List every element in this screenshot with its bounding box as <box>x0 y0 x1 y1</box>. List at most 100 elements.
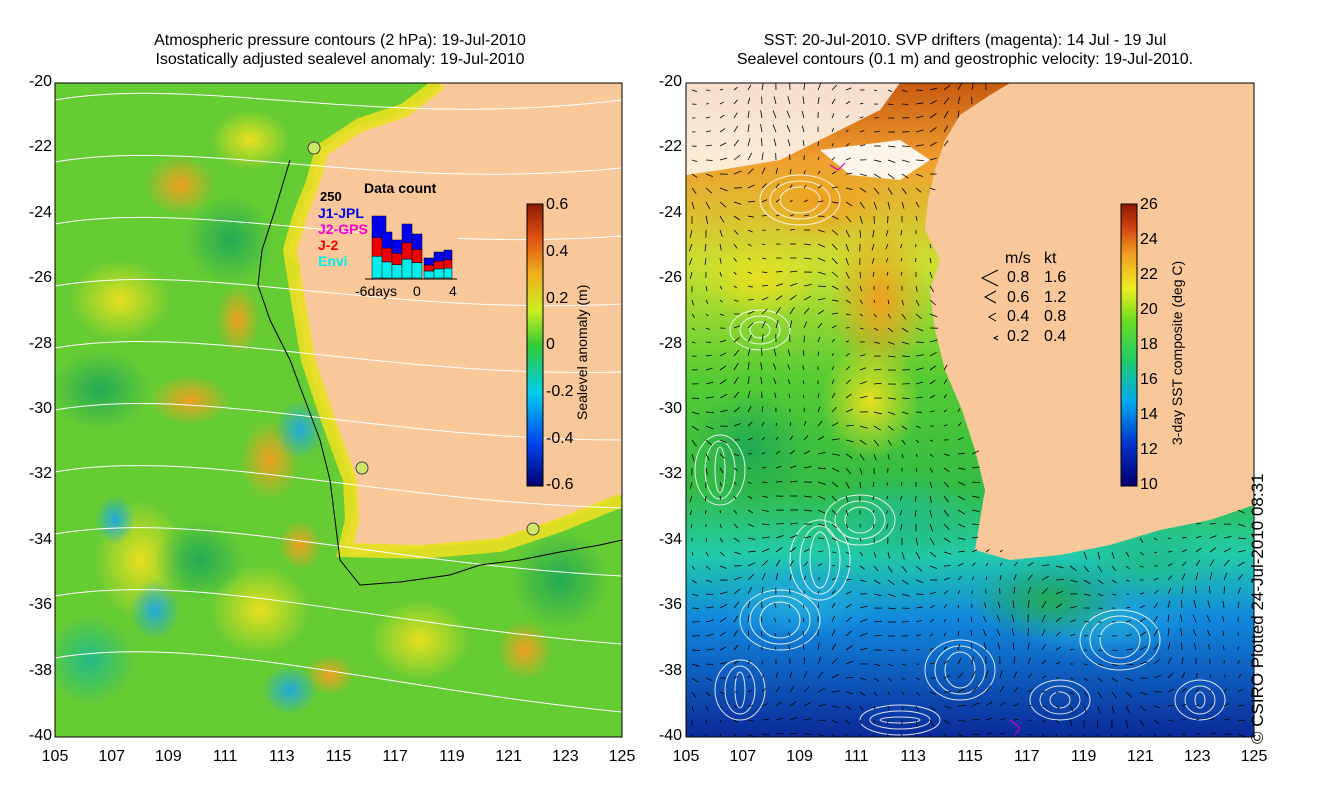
data-count-xlabel: 4 <box>449 283 457 299</box>
sla-colorbar-tick: -0.2 <box>546 383 574 400</box>
sst-colorbar-tick: 26 <box>1140 196 1158 213</box>
sla-colorbar-tick: -0.4 <box>546 430 574 447</box>
right-title-line1: SST: 20-Jul-2010. SVP drifters (magenta)… <box>763 32 1167 49</box>
sst-colorbar <box>1120 203 1138 487</box>
speed-legend-ms: 0.2 <box>1007 328 1030 345</box>
right-title-line2: Sealevel contours (0.1 m) and geostrophi… <box>736 51 1194 68</box>
speed-legend-header-ms: m/s <box>1005 250 1031 267</box>
speed-legend-kt: 0.8 <box>1044 308 1067 325</box>
legend-j2-gps: J2-GPS <box>318 221 368 237</box>
data-count-histogram <box>365 195 457 280</box>
right-y-tick: -20 <box>658 73 682 90</box>
right-map-frame <box>685 82 1255 738</box>
sst-colorbar-tick: 16 <box>1140 371 1158 388</box>
sst-colorbar-tick: 10 <box>1140 476 1158 493</box>
sst-colorbar-tick: 22 <box>1140 266 1158 283</box>
sst-colorbar-tick: 14 <box>1140 406 1158 423</box>
left-x-tick: 125 <box>608 748 636 765</box>
sla-colorbar-tick: 0.6 <box>546 196 569 213</box>
right-x-tick: 105 <box>672 748 700 765</box>
data-count-xlabel: 0 <box>413 283 421 299</box>
geostrophic-velocity-arrows <box>688 83 1246 737</box>
speed-legend-ms: 0.6 <box>1007 289 1030 306</box>
right-x-tick: 109 <box>786 748 813 765</box>
data-count-ymax: 250 <box>320 189 342 204</box>
left-y-tick: -22 <box>28 138 52 156</box>
left-title-line2: Isostatically adjusted sealevel anomaly:… <box>155 51 525 68</box>
right-x-tick: 123 <box>1183 748 1211 765</box>
left-y-tick: -40 <box>28 727 52 744</box>
sst-colorbar-tick: 18 <box>1140 336 1158 353</box>
left-map-frame <box>54 82 623 738</box>
right-y-tick: -40 <box>658 727 682 744</box>
left-title-line1: Atmospheric pressure contours (2 hPa): 1… <box>154 32 526 49</box>
sla-colorbar-tick: -0.6 <box>546 476 574 493</box>
data-count-title: Data count <box>364 180 437 196</box>
sst-colorbar-tick: 24 <box>1140 231 1158 248</box>
copyright-text: © CSIRO Plotted 24-Jul-2010 08:31 <box>1248 473 1268 744</box>
right-y-tick: -26 <box>658 269 682 287</box>
svp-drifter-track <box>1009 719 1021 736</box>
right-panel-title: SST: 20-Jul-2010. SVP drifters (magenta)… <box>665 31 1265 69</box>
sla-colorbar-tick: 0.4 <box>546 243 569 260</box>
right-x-tick: 115 <box>957 748 983 765</box>
right-x-tick: 107 <box>729 748 757 765</box>
right-x-tick: 121 <box>1127 748 1154 765</box>
speed-legend-kt: 1.6 <box>1044 269 1067 286</box>
left-x-tick: 123 <box>551 748 579 765</box>
copyright-label: © CSIRO Plotted 24-Jul-2010 08:31 <box>1248 473 1267 744</box>
right-y-tick: -34 <box>658 530 682 548</box>
right-x-tick: 125 <box>1240 748 1268 765</box>
left-panel-title: Atmospheric pressure contours (2 hPa): 1… <box>60 31 620 69</box>
left-x-tick: 105 <box>41 748 69 765</box>
australia-land <box>925 83 1254 560</box>
sla-colorbar-tick: 0 <box>546 336 555 353</box>
left-x-tick: 111 <box>212 748 238 765</box>
speed-legend-kt: 0.4 <box>1044 328 1067 345</box>
left-y-tick: -34 <box>28 530 52 548</box>
left-y-tick: -30 <box>28 400 52 417</box>
left-x-tick: 109 <box>155 748 182 765</box>
left-x-tick: 107 <box>98 748 126 765</box>
left-x-tick: 113 <box>269 748 295 765</box>
right-y-tick: -28 <box>658 334 682 352</box>
speed-legend-header-kt: kt <box>1044 250 1057 267</box>
svp-drifter-track <box>829 162 846 171</box>
pressure-contours <box>55 92 622 713</box>
left-x-tick: 119 <box>439 748 465 765</box>
sla-colorbar-label: Sealevel anomaly (m) <box>574 284 590 420</box>
legend-j1-jpl: J1-JPL <box>318 205 364 221</box>
sla-colorbar-tick: 0.2 <box>546 290 569 307</box>
sst-colorbar-tick: 12 <box>1140 441 1158 458</box>
right-y-tick: -32 <box>658 465 682 483</box>
left-y-tick: -26 <box>28 269 52 287</box>
left-x-tick: 117 <box>382 748 408 765</box>
left-y-tick: -24 <box>28 203 52 221</box>
legend-j-2: J-2 <box>318 237 339 253</box>
left-x-tick: 115 <box>325 748 352 765</box>
legend-envi: Envi <box>318 253 348 269</box>
speed-legend-ms: 0.8 <box>1007 269 1030 286</box>
tide-gauge-marker <box>307 141 321 155</box>
speed-legend-ms: 0.4 <box>1007 308 1030 325</box>
shelf-break-line <box>257 159 622 586</box>
speed-legend-kt: 1.2 <box>1044 289 1067 306</box>
sst-colorbar-tick: 20 <box>1140 301 1158 318</box>
right-y-tick: -38 <box>658 661 682 679</box>
tide-gauge-marker <box>526 522 540 536</box>
right-y-tick: -36 <box>658 596 682 614</box>
left-y-tick: -38 <box>28 661 52 679</box>
speed-legend-arrows <box>980 269 999 341</box>
tide-gauge-marker <box>355 461 369 475</box>
data-count-xlabel: -6days <box>355 283 398 299</box>
right-x-tick: 119 <box>1070 748 1097 765</box>
left-y-tick: -32 <box>28 465 52 483</box>
right-x-tick: 117 <box>1014 748 1040 765</box>
right-y-tick: -30 <box>658 400 682 417</box>
left-x-tick: 121 <box>495 748 522 765</box>
sla-colorbar <box>526 203 544 487</box>
right-y-tick: -22 <box>658 138 682 156</box>
right-x-tick: 113 <box>900 748 926 765</box>
left-y-tick: -20 <box>28 73 52 90</box>
